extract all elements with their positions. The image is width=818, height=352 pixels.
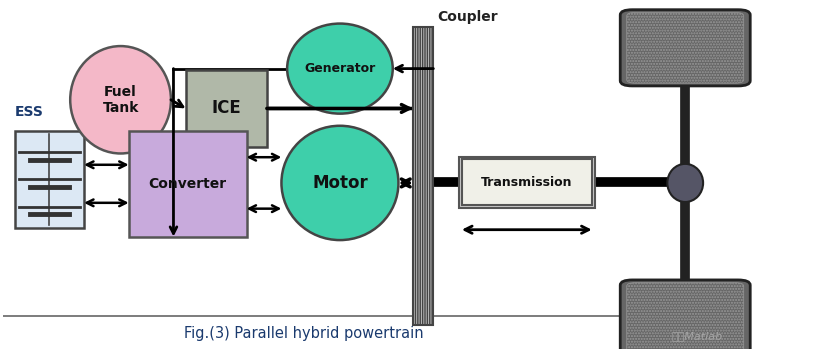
- Ellipse shape: [287, 24, 393, 114]
- Bar: [459, 157, 595, 208]
- Text: Fuel
Tank: Fuel Tank: [102, 85, 139, 115]
- Bar: [128, 131, 246, 237]
- Bar: [15, 131, 84, 228]
- Text: ICE: ICE: [211, 100, 241, 118]
- Text: Converter: Converter: [149, 177, 227, 191]
- Ellipse shape: [281, 126, 398, 240]
- FancyBboxPatch shape: [620, 280, 750, 352]
- Bar: [413, 27, 434, 325]
- Text: Transmission: Transmission: [481, 176, 573, 189]
- Bar: [462, 159, 591, 206]
- Bar: [186, 70, 267, 146]
- Text: Fig.(3) Parallel hybrid powertrain: Fig.(3) Parallel hybrid powertrain: [183, 326, 423, 341]
- FancyBboxPatch shape: [620, 10, 750, 86]
- Text: Coupler: Coupler: [438, 10, 498, 24]
- Ellipse shape: [70, 46, 171, 153]
- Ellipse shape: [667, 164, 703, 202]
- Text: 天天Matlab: 天天Matlab: [672, 331, 723, 341]
- Text: Motor: Motor: [312, 174, 368, 192]
- Text: Generator: Generator: [304, 62, 375, 75]
- Text: ESS: ESS: [15, 105, 44, 119]
